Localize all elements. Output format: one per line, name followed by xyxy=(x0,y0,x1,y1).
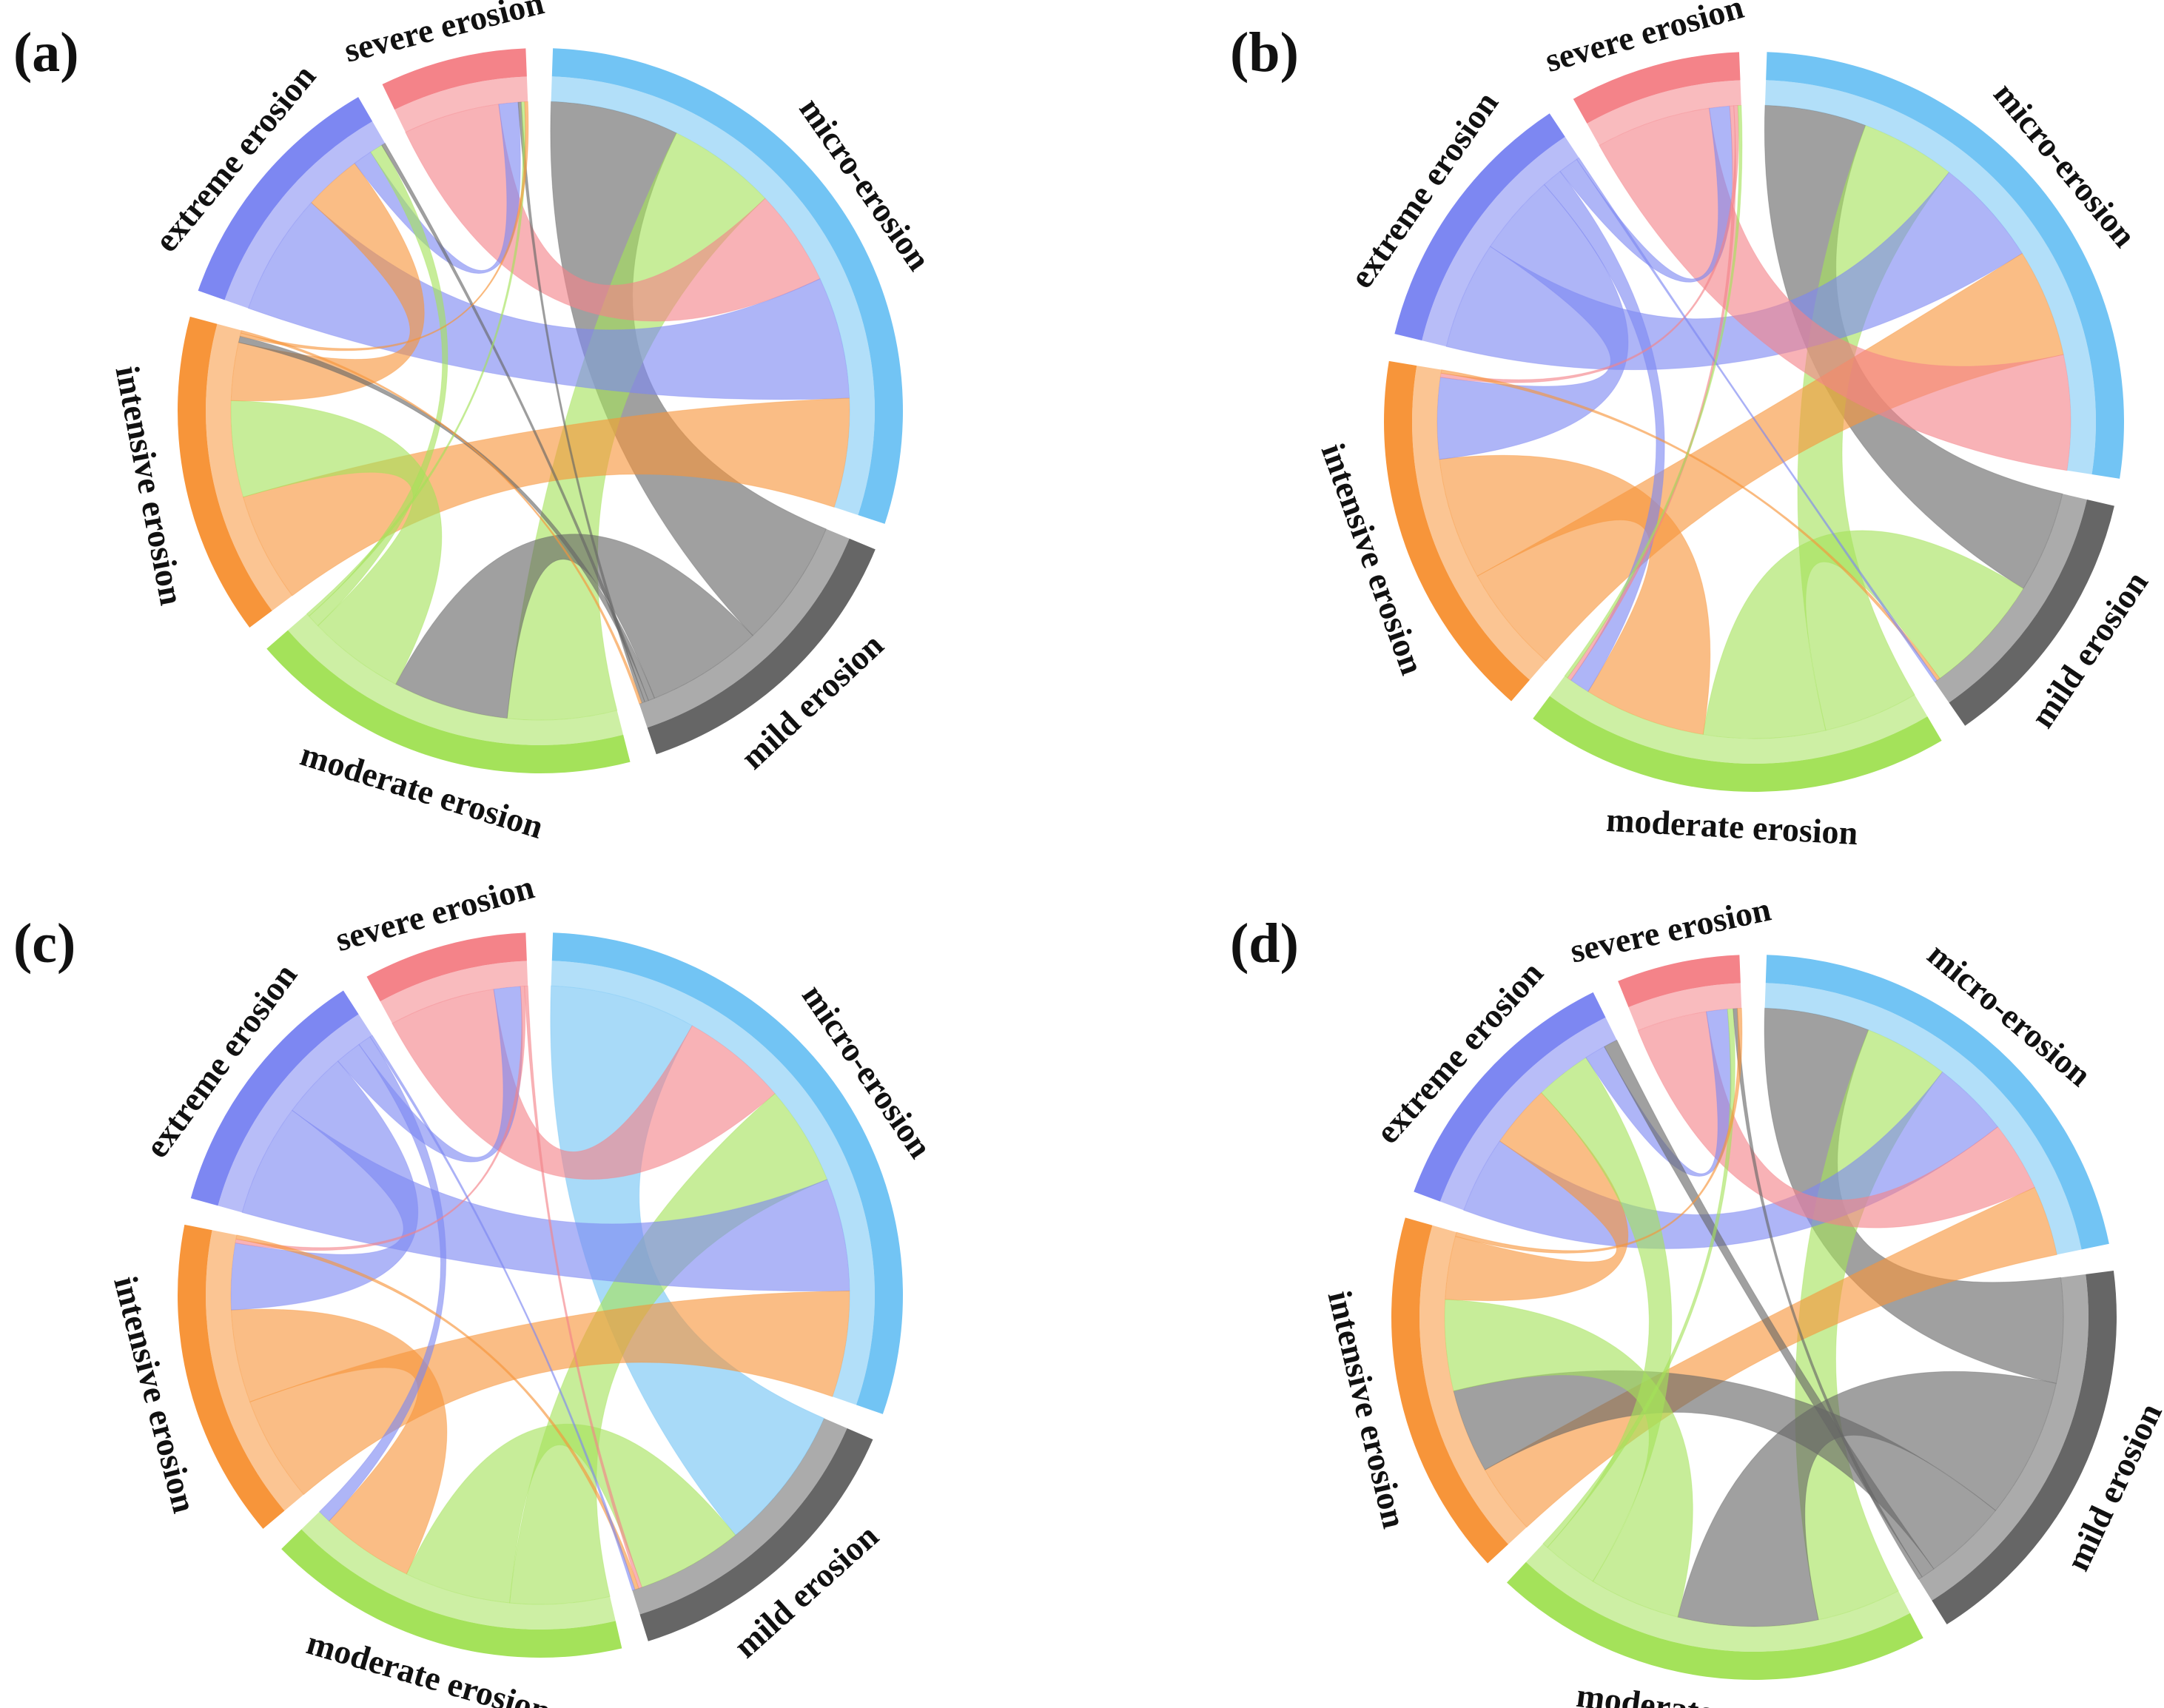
ribbon-extreme-erosion-to-severe-erosion xyxy=(337,986,523,1163)
ribbon-moderate-erosion-to-micro-erosion xyxy=(1797,124,1950,731)
ribbon-moderate-erosion-to-severe-erosion xyxy=(1542,1008,1735,1548)
arc-inner-mild-erosion xyxy=(1935,494,2087,703)
arc-extreme-erosion xyxy=(1414,992,1606,1202)
arc-inner-intensive-erosion xyxy=(206,323,292,611)
arc-extreme-erosion xyxy=(190,990,359,1206)
arc-inner-severe-erosion xyxy=(394,76,528,132)
arc-severe-erosion xyxy=(1618,955,1741,1008)
arc-mild-erosion xyxy=(639,1428,873,1641)
arc-inner-severe-erosion xyxy=(1628,983,1742,1031)
ribbon-moderate-erosion-to-mild-erosion xyxy=(1702,530,2024,739)
arc-inner-moderate-erosion xyxy=(1525,1543,1910,1652)
panel-letter-c: (c) xyxy=(13,912,75,975)
arc-inner-severe-erosion xyxy=(380,961,528,1023)
arc-inner-intensive-erosion xyxy=(1419,1225,1527,1544)
arc-inner-moderate-erosion xyxy=(287,613,624,745)
arc-mild-erosion xyxy=(647,538,876,755)
ribbons xyxy=(1444,1007,2064,1627)
arc-inner-moderate-erosion xyxy=(301,1511,616,1630)
arc-moderate-erosion xyxy=(1533,696,1942,792)
arc-inner-mild-erosion xyxy=(639,528,850,728)
ribbon-moderate-erosion-to-extreme-erosion xyxy=(308,144,448,627)
arc-moderate-erosion xyxy=(266,630,631,773)
arc-intensive-erosion xyxy=(1383,360,1530,702)
ribbon-intensive-erosion-to-severe-erosion xyxy=(1454,1007,1743,1254)
ribbon-extreme-erosion-to-moderate-erosion xyxy=(318,1036,446,1522)
arc-mild-erosion xyxy=(1932,1271,2117,1624)
arc-severe-erosion xyxy=(366,932,527,1002)
arc-intensive-erosion xyxy=(177,1224,285,1529)
arc-inner-extreme-erosion xyxy=(224,121,386,309)
arc-inner-mild-erosion xyxy=(1918,1274,2089,1601)
ribbon-extreme-erosion-to-severe-erosion xyxy=(1559,105,1733,283)
arc-mild-erosion xyxy=(1949,499,2114,726)
ribbon-intensive-erosion-to-moderate-erosion xyxy=(230,1308,448,1575)
ribbon-intensive-erosion-to-mild-erosion xyxy=(1440,369,1940,682)
arc-inner-moderate-erosion xyxy=(1549,676,1928,764)
arc-moderate-erosion xyxy=(281,1529,622,1658)
label-severe-erosion: severe erosion xyxy=(1567,890,1774,970)
ribbon-intensive-erosion-to-moderate-erosion xyxy=(1439,454,1711,736)
arc-inner-extreme-erosion xyxy=(1422,136,1579,347)
panel-letter-a: (a) xyxy=(13,21,79,84)
label-moderate-erosion: moderate erosion xyxy=(1605,801,1859,852)
arc-inner-extreme-erosion xyxy=(218,1014,373,1213)
ribbon-moderate-erosion-to-mild-erosion xyxy=(406,1424,736,1604)
ribbon-mild-erosion-to-micro-erosion xyxy=(1764,1007,2064,1385)
panel-letter-b: (b) xyxy=(1230,21,1299,84)
panel-letter-d: (d) xyxy=(1230,912,1299,975)
ribbon-severe-erosion-to-intensive-erosion xyxy=(235,986,526,1251)
arc-intensive-erosion xyxy=(1391,1217,1509,1564)
label-moderate-erosion: moderate erosion xyxy=(1574,1676,1829,1708)
ribbon-extreme-erosion-to-moderate-erosion xyxy=(1543,170,1665,693)
arc-extreme-erosion xyxy=(198,97,373,300)
ribbons xyxy=(230,985,850,1605)
ribbons xyxy=(1436,104,2071,739)
arc-extreme-erosion xyxy=(1394,113,1565,341)
ribbon-extreme-erosion-to-intensive-erosion xyxy=(230,1060,419,1311)
ribbon-mild-erosion-to-severe-erosion xyxy=(1733,1008,1923,1580)
arc-moderate-erosion xyxy=(1507,1561,1923,1680)
arc-micro-erosion xyxy=(551,932,903,1414)
arc-micro-erosion xyxy=(1765,955,2109,1250)
arc-inner-intensive-erosion xyxy=(1412,366,1547,680)
arc-severe-erosion xyxy=(382,48,527,110)
arc-inner-severe-erosion xyxy=(1587,80,1741,146)
ribbon-moderate-erosion-to-intensive-erosion xyxy=(1444,1299,1693,1618)
arc-intensive-erosion xyxy=(178,316,272,628)
arc-inner-micro-erosion xyxy=(1764,983,2082,1255)
arc-severe-erosion xyxy=(1573,52,1741,124)
arc-micro-erosion xyxy=(1766,52,2124,479)
ribbons xyxy=(230,101,850,721)
ribbon-intensive-erosion-to-extreme-erosion xyxy=(1445,1092,1629,1302)
arc-inner-intensive-erosion xyxy=(206,1230,304,1511)
arc-inner-extreme-erosion xyxy=(1439,1017,1617,1211)
arc-inner-mild-erosion xyxy=(632,1418,847,1615)
